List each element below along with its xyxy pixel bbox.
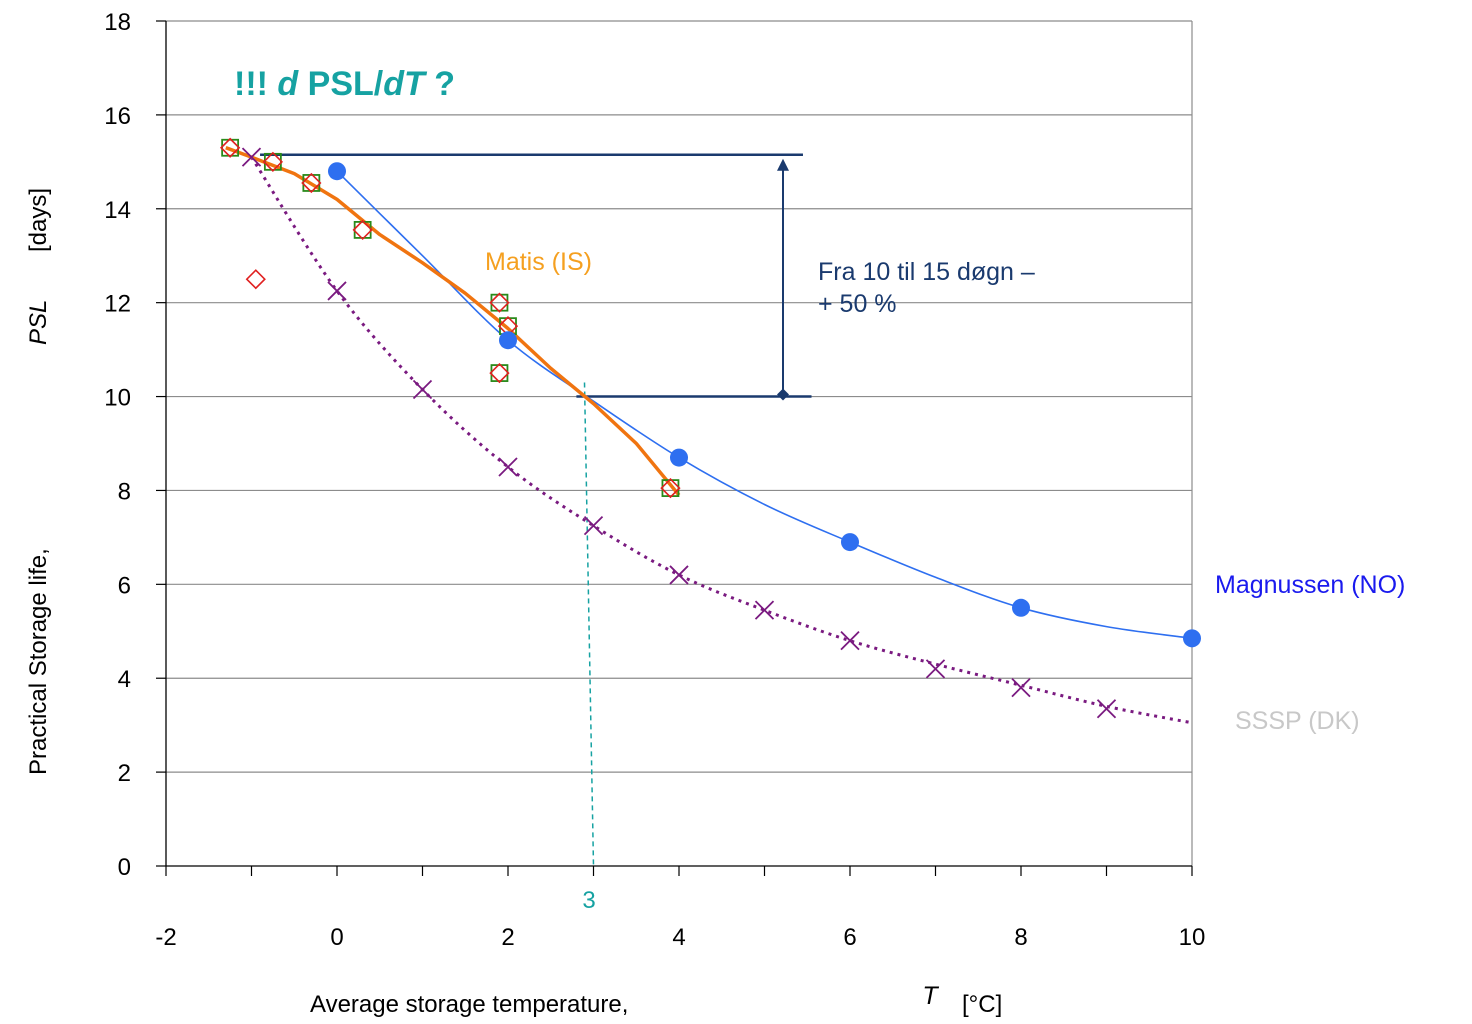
tick-label-x: 6 (843, 924, 856, 951)
sssp-point (498, 457, 518, 477)
tick-label-y: 16 (104, 103, 131, 130)
tick-label-x: 0 (330, 924, 343, 951)
matis-diamond-point (489, 362, 510, 384)
tick-label-y: 2 (118, 760, 131, 787)
sssp-point (754, 600, 775, 620)
sssp-point (925, 659, 946, 679)
range-arrow-tail (777, 388, 789, 401)
range-arrow-head (777, 158, 789, 171)
tick-label-y: 10 (104, 385, 131, 412)
matis-diamond-point (262, 151, 284, 172)
range-annotation (260, 153, 812, 867)
matis-diamond-point (660, 477, 681, 499)
sssp-point (241, 147, 262, 167)
headline-prefix: !!! (234, 65, 277, 103)
tick-label-y: 0 (118, 854, 131, 881)
tick-label-y: 18 (104, 9, 131, 36)
axes (156, 20, 1193, 876)
magnussen-point (499, 331, 517, 350)
headline-mid: PSL/ (298, 65, 384, 103)
range-text-line1: Fra 10 til 15 døgn – (818, 258, 1035, 286)
grid-lines (166, 20, 1193, 866)
matis-curve (225, 146, 681, 497)
headline-suffix: ? (425, 65, 455, 103)
sssp-point (1011, 677, 1031, 698)
headline-d: d (277, 65, 299, 103)
tick-label-x: 4 (672, 924, 685, 951)
tick-label-y: 4 (118, 666, 131, 693)
magnussen-point (670, 448, 688, 467)
matis-diamond-point (219, 137, 241, 158)
tick-label-y: 14 (104, 197, 131, 224)
tick-label-x: 10 (1179, 924, 1206, 951)
magnussen-point (328, 162, 346, 181)
tick-label-x: 8 (1014, 924, 1027, 951)
series-label-matis: Matis (IS) (485, 248, 592, 276)
y-axis-label-symbol: PSL (25, 300, 52, 345)
matis-diamond-point (489, 292, 510, 313)
series-label-magnussen: Magnussen (NO) (1215, 571, 1405, 599)
sssp-point (840, 631, 860, 651)
sssp-point (583, 516, 604, 536)
series-curves (225, 146, 1193, 725)
matis-diamond-point (301, 172, 322, 194)
series-label-sssp: SSSP (DK) (1235, 707, 1360, 735)
sssp-point (1096, 699, 1117, 719)
magnussen-point (1012, 598, 1030, 617)
marker-x-dashed-line (583, 382, 595, 867)
magnussen-point (1183, 629, 1201, 648)
marker-x-label: 3 (582, 887, 595, 914)
sssp-point (669, 565, 689, 585)
x-axis-label-prefix: Average storage temperature, (310, 991, 628, 1018)
tick-label-x: -2 (155, 924, 176, 951)
y-axis-label-unit: [days] (25, 188, 52, 252)
tick-label-y: 6 (118, 572, 131, 599)
range-text-line2: + 50 % (818, 290, 897, 318)
x-axis-label-unit: [°C] (962, 991, 1002, 1018)
matis-diamond-point (352, 219, 373, 241)
tick-label-x: 2 (501, 924, 514, 951)
magnussen-point (841, 533, 859, 552)
series-markers (219, 137, 1201, 719)
matis-square-point (490, 364, 509, 382)
magnussen-curve (336, 170, 1193, 640)
sssp-point (327, 281, 347, 301)
tick-label-y: 12 (104, 291, 131, 318)
x-axis-label-symbol: T (922, 982, 939, 1010)
matis-diamond-point (245, 269, 266, 290)
headline-annotation: !!! d PSL/dT ? (234, 65, 455, 103)
headline-dt: dT (383, 65, 428, 103)
tick-labels: 0 2 4 6 8 10 12 14 16 18 -2 0 2 4 6 8 10 (104, 9, 1205, 951)
tick-label-y: 8 (118, 478, 131, 505)
sssp-point (412, 379, 433, 400)
y-axis-label-prefix: Practical Storage life, (25, 548, 52, 775)
